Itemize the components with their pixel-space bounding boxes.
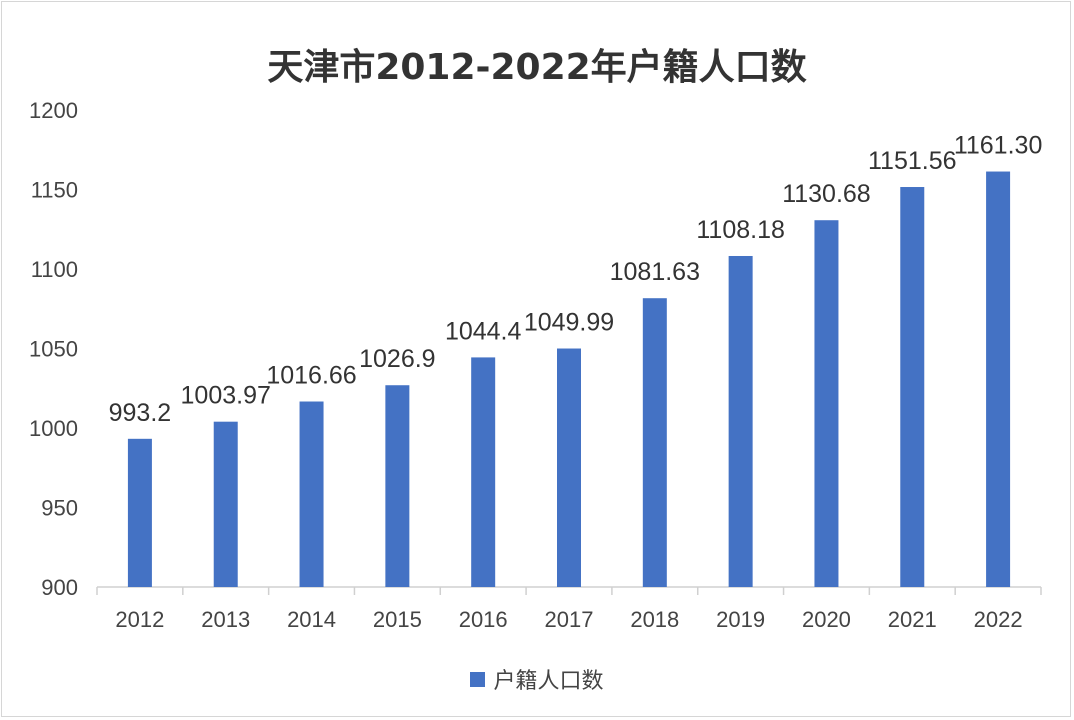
y-tick-label-1200: 1200 (29, 98, 78, 123)
data-label-2021: 1151.56 (868, 147, 957, 175)
data-label-2013: 1003.97 (181, 382, 271, 410)
x-tick-label-2015: 2015 (373, 607, 422, 632)
data-label-2015: 1026.9 (359, 345, 435, 373)
data-label-2016: 1044.4 (445, 317, 522, 345)
x-tick-label-2021: 2021 (888, 607, 937, 632)
bar-2017 (557, 348, 581, 587)
bar-2022 (986, 171, 1011, 587)
bar-2016 (471, 357, 496, 587)
x-tick-label-2013: 2013 (201, 607, 250, 632)
y-tick-label-1050: 1050 (29, 337, 78, 362)
legend-label: 户籍人口数 (493, 669, 604, 694)
data-label-2018: 1081.63 (610, 258, 700, 286)
bar-2014 (299, 401, 324, 587)
bar-2019 (728, 255, 753, 587)
legend: 户籍人口数 (0, 663, 1074, 695)
bar-2020 (814, 220, 839, 587)
x-tick-label-2017: 2017 (545, 607, 594, 632)
data-label-2017: 1049.99 (524, 309, 614, 337)
data-label-2019: 1108.18 (696, 216, 785, 244)
x-tick-label-2012: 2012 (115, 607, 164, 632)
x-tick-label-2018: 2018 (630, 607, 679, 632)
bar-2021 (900, 187, 925, 588)
data-label-2020: 1130.68 (782, 180, 871, 208)
y-tick-label-1150: 1150 (31, 178, 78, 203)
bar-2013 (213, 421, 238, 587)
x-tick-label-2020: 2020 (802, 607, 851, 632)
data-label-2022: 1161.30 (954, 132, 1043, 160)
bar-2012 (127, 438, 152, 587)
legend-swatch (470, 671, 486, 687)
y-tick-label-1000: 1000 (29, 416, 78, 441)
data-label-2012: 993.2 (109, 399, 172, 427)
x-tick-label-2022: 2022 (974, 607, 1023, 632)
x-tick-label-2019: 2019 (716, 607, 765, 632)
y-tick-label-900: 900 (41, 575, 78, 600)
chart-title: 天津市2012-2022年户籍人口数 (267, 47, 807, 88)
x-tick-label-2016: 2016 (459, 607, 508, 632)
y-tick-label-950: 950 (41, 496, 78, 521)
y-tick-label-1100: 1100 (31, 257, 78, 282)
bar-2018 (642, 298, 667, 587)
data-label-2014: 1016.66 (266, 362, 356, 390)
bar-2015 (385, 385, 410, 587)
x-tick-label-2014: 2014 (287, 607, 336, 632)
